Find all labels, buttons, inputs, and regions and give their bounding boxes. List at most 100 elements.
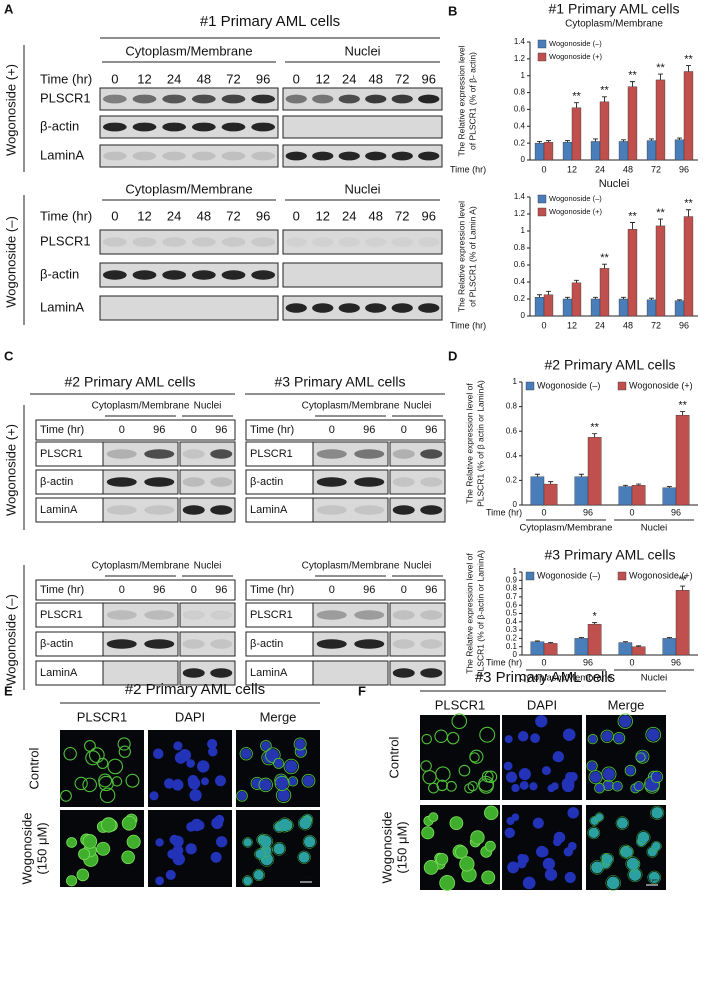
bar	[530, 476, 545, 506]
scale-bar-label: 10 μm	[300, 874, 312, 879]
cell	[421, 733, 432, 745]
time-point: 0	[119, 584, 125, 596]
cell	[602, 779, 614, 792]
x-axis-label: Time (hr)	[450, 164, 486, 174]
cell	[651, 840, 662, 852]
cell	[505, 771, 518, 783]
cell	[201, 777, 209, 786]
blot-band	[191, 151, 216, 161]
blot-band	[106, 505, 137, 515]
bar	[618, 642, 633, 656]
x-axis-label: Time (hr)	[450, 320, 486, 330]
cell	[507, 861, 520, 874]
cell	[648, 871, 660, 883]
y-tick-label: 0.8	[506, 402, 518, 411]
cell	[605, 875, 621, 891]
legend-label: Wogonoside (–)	[537, 570, 600, 580]
bar	[574, 476, 589, 506]
x-tick-label: 24	[595, 320, 605, 330]
cell	[121, 850, 135, 865]
error-bar	[578, 473, 584, 477]
cell	[552, 753, 561, 762]
blot-band	[420, 477, 443, 487]
cell	[208, 746, 218, 757]
error-bar	[677, 137, 683, 140]
cell	[259, 779, 272, 791]
error-bar	[592, 622, 598, 625]
bar	[627, 229, 638, 317]
blot-membrane	[312, 441, 389, 467]
blot-membrane	[99, 295, 279, 321]
protein-label: LaminA	[250, 504, 288, 516]
cell	[167, 849, 177, 859]
blot-membrane	[312, 660, 389, 686]
blot-band	[392, 610, 415, 620]
blot-band	[144, 639, 175, 649]
error-bar	[677, 299, 683, 301]
x-tick-label: 96	[671, 657, 681, 667]
y-tick-label: 1.4	[514, 192, 526, 201]
cell	[289, 777, 297, 786]
cell	[186, 759, 195, 768]
row-label: (150 μM)	[34, 822, 49, 874]
blot-band	[191, 122, 216, 132]
significance-mark: **	[656, 62, 665, 74]
time-box	[35, 579, 236, 601]
blot-band	[391, 303, 413, 313]
time-point: 96	[422, 208, 436, 223]
legend-label: Wogonoside (+)	[549, 52, 603, 61]
cell	[504, 735, 513, 744]
cell	[459, 856, 475, 872]
bar	[674, 300, 685, 317]
cell	[274, 775, 290, 791]
cell	[260, 740, 272, 752]
cell	[82, 834, 98, 849]
cell	[621, 845, 634, 859]
cell	[211, 817, 224, 830]
cell	[601, 766, 617, 782]
time-label: Time (hr)	[40, 584, 84, 596]
blot-band	[392, 505, 415, 515]
panel-title: #3 Primary AML cells	[475, 669, 615, 686]
blot-band	[182, 449, 205, 459]
blot-band	[102, 94, 127, 104]
error-bar	[621, 139, 627, 142]
blot-band	[106, 610, 137, 620]
error-bar	[680, 411, 686, 416]
cell	[178, 748, 192, 762]
cell	[562, 728, 576, 742]
error-bar	[629, 81, 635, 87]
cell	[484, 840, 496, 852]
cell	[484, 770, 498, 784]
condition-label: Wogonoside (–)	[3, 216, 18, 308]
panel-letter: B	[448, 3, 457, 18]
protein-label: PLSCR1	[250, 448, 293, 460]
protein-label: β-actin	[250, 476, 283, 488]
cell	[467, 781, 478, 792]
blot-band	[251, 122, 276, 132]
blot-membrane	[179, 602, 236, 628]
group-label: Nuclei	[641, 523, 667, 534]
protein-label: LaminA	[250, 667, 288, 679]
panel-letter: E	[4, 683, 13, 698]
cell	[259, 835, 272, 848]
y-tick-label: 0.4	[514, 121, 526, 130]
y-axis-label: of PLSCR1 (% of Lamin A)	[467, 206, 477, 307]
time-point: 96	[363, 424, 375, 436]
blot-band	[391, 94, 413, 104]
blot-membrane	[102, 602, 179, 628]
cell	[273, 843, 285, 855]
cell	[283, 758, 299, 775]
cell	[76, 868, 90, 882]
cell	[266, 748, 280, 762]
cell	[588, 827, 599, 839]
protein-label: LaminA	[40, 147, 84, 162]
blot-membrane	[282, 229, 443, 255]
protein-label: LaminA	[40, 667, 78, 679]
cell	[591, 861, 604, 874]
row-label: (150 μM)	[394, 821, 409, 873]
micrograph	[420, 715, 500, 800]
error-bar	[636, 483, 642, 486]
bar	[599, 268, 610, 317]
bar	[675, 590, 690, 656]
